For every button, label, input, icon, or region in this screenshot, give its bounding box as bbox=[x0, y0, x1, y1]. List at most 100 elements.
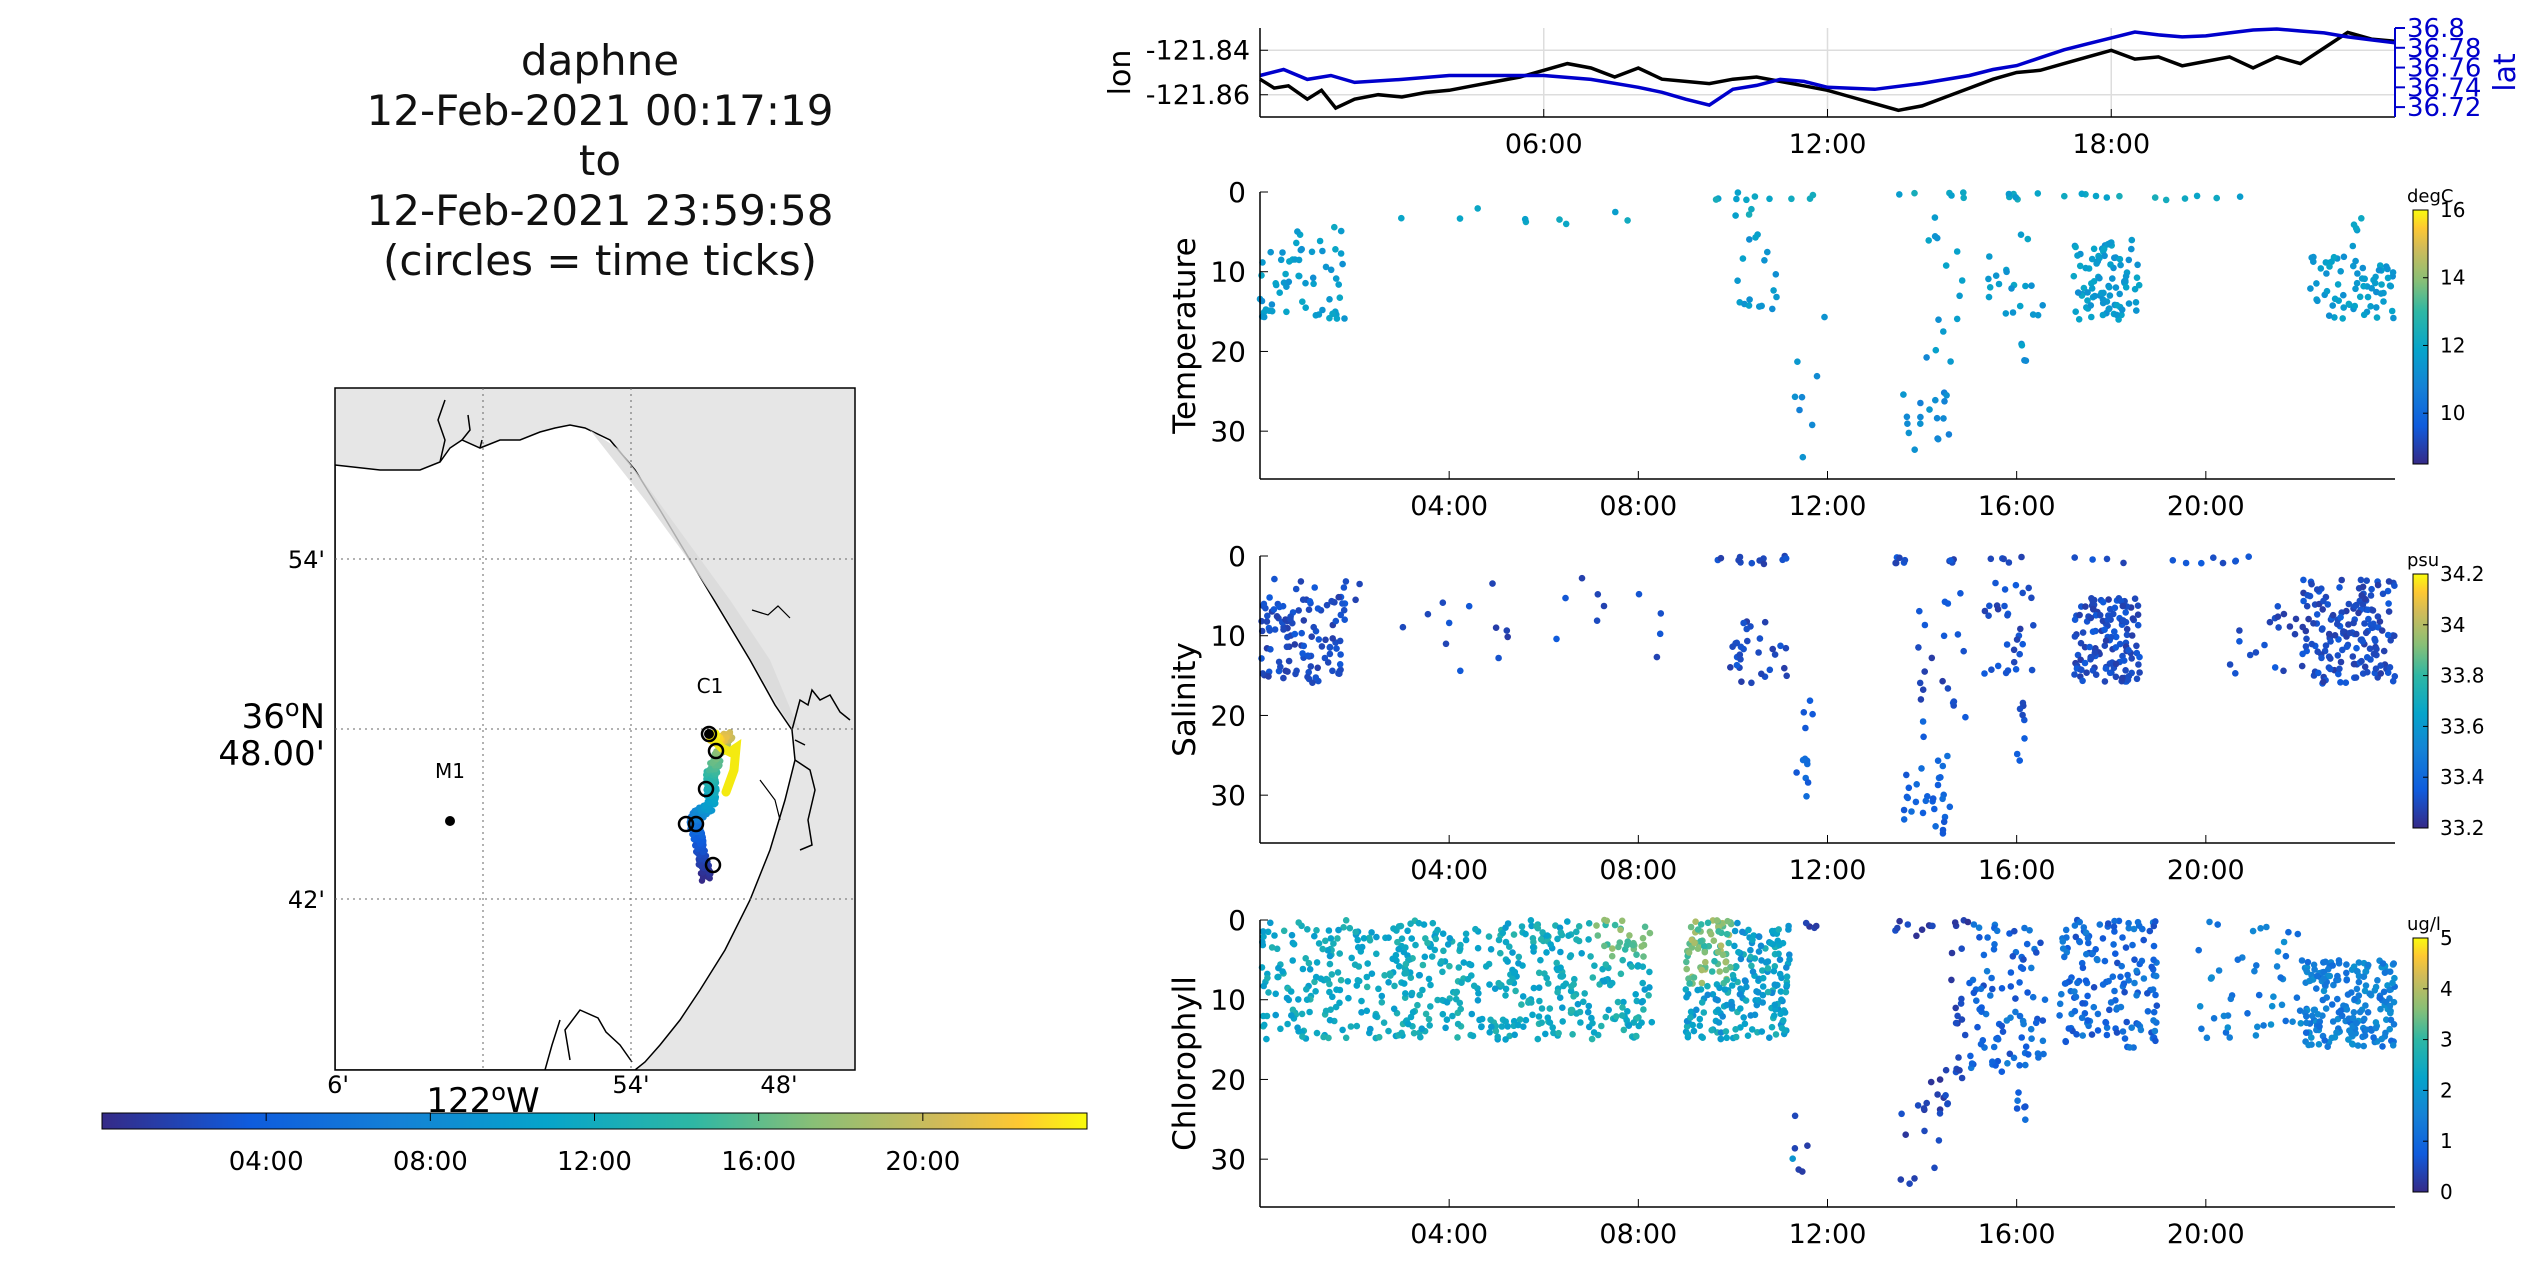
chl-data-point bbox=[1802, 919, 1810, 927]
chl-data-point bbox=[2022, 1061, 2029, 1069]
chl-data-point bbox=[1373, 950, 1380, 958]
chl-data-point bbox=[2328, 1034, 2336, 1042]
chl-data-point bbox=[2386, 1025, 2393, 1033]
sal-data-point bbox=[2076, 611, 2083, 619]
sal-data-point bbox=[1934, 757, 1942, 764]
chl-data-point bbox=[1687, 923, 1695, 931]
sal-data-point bbox=[2103, 555, 2111, 563]
sal-data-point bbox=[2364, 606, 2372, 614]
sal-data-point bbox=[2271, 664, 2279, 671]
temp-data-point bbox=[1798, 393, 1806, 401]
lat-tick-label: 36.72 bbox=[2407, 93, 2481, 123]
sal-data-point bbox=[2359, 638, 2367, 645]
temp-data-point bbox=[2090, 278, 2098, 285]
temp-data-point bbox=[2307, 285, 2314, 292]
chl-data-point bbox=[1722, 1028, 1730, 1035]
temp-data-point bbox=[2375, 266, 2383, 274]
map-lat-degree: 36oN bbox=[242, 694, 325, 737]
chl-data-point bbox=[1973, 997, 1980, 1004]
temp-data-point bbox=[2352, 257, 2359, 265]
chl-data-point bbox=[1260, 1012, 1267, 1020]
sal-data-point bbox=[1919, 718, 1927, 725]
chl-data-point bbox=[1632, 1032, 1640, 1040]
chl-data-point bbox=[1528, 922, 1535, 930]
chl-data-point bbox=[2274, 948, 2282, 955]
chl-data-point bbox=[1896, 917, 1903, 925]
chl-data-point bbox=[1395, 923, 1403, 930]
temp-data-point bbox=[1931, 233, 1939, 240]
chl-data-point bbox=[1545, 980, 1552, 987]
chl-data-point bbox=[2376, 994, 2383, 1002]
temp-data-point bbox=[1310, 280, 1317, 288]
chl-data-point bbox=[1799, 1168, 1806, 1175]
station-marker-m1 bbox=[445, 816, 455, 826]
sal-data-point bbox=[1328, 597, 1335, 605]
chl-data-point bbox=[1584, 1008, 1592, 1016]
sal-data-point bbox=[1309, 679, 1316, 686]
chl-data-point bbox=[1488, 1023, 1495, 1031]
chl-data-point bbox=[1936, 1110, 1944, 1117]
sal-data-point bbox=[2391, 582, 2398, 589]
chl-data-point bbox=[1439, 930, 1447, 937]
chl-data-point bbox=[1272, 990, 1279, 998]
chl-data-point bbox=[2313, 985, 2320, 992]
sal-data-point bbox=[1960, 647, 1967, 655]
chl-data-point bbox=[2071, 922, 2079, 929]
chl-data-point bbox=[1339, 1026, 1346, 1034]
temp-data-point bbox=[1295, 256, 1303, 264]
chl-data-point bbox=[1502, 985, 1510, 993]
chl-data-point bbox=[2003, 1017, 2011, 1024]
temp-data-point bbox=[1985, 293, 1993, 301]
chl-data-point bbox=[2277, 974, 2284, 981]
temp-data-point bbox=[2367, 303, 2374, 310]
chl-data-point bbox=[1697, 921, 1705, 928]
sal-data-point bbox=[2335, 670, 2342, 678]
chl-data-point bbox=[1486, 981, 1493, 988]
chl-data-point bbox=[2344, 991, 2352, 998]
chl-data-point bbox=[2085, 939, 2092, 947]
chl-data-point bbox=[2310, 1006, 2318, 1014]
sal-data-point bbox=[1259, 670, 1267, 677]
chl-data-point bbox=[2122, 944, 2130, 951]
sal-data-point bbox=[1340, 584, 1348, 591]
chl-data-point bbox=[1587, 953, 1594, 960]
chl-data-point bbox=[1710, 937, 1718, 944]
chl-data-point bbox=[1518, 923, 1526, 930]
chl-data-point bbox=[1789, 1155, 1796, 1162]
chl-data-point bbox=[1749, 936, 1756, 944]
chl-data-point bbox=[1466, 960, 1473, 968]
sal-data-point bbox=[1329, 635, 1336, 642]
temp-data-point bbox=[1521, 215, 1529, 223]
sal-data-point bbox=[1950, 698, 1958, 705]
chl-data-point bbox=[2285, 928, 2292, 936]
chl-data-point bbox=[1998, 1022, 2006, 1030]
chl-data-point bbox=[1617, 970, 1625, 978]
temp-data-point bbox=[2345, 300, 2353, 308]
chl-data-point bbox=[1410, 1029, 1418, 1037]
chl-data-point bbox=[1585, 936, 1592, 943]
chl-data-point bbox=[1716, 984, 1723, 992]
chl-data-point bbox=[1426, 1022, 1433, 1029]
chl-data-point bbox=[1646, 929, 1654, 937]
sal-data-point bbox=[2357, 576, 2365, 584]
chl-data-point bbox=[2324, 1043, 2331, 1050]
sal-data-point bbox=[1901, 556, 1909, 564]
chl-data-point bbox=[1611, 921, 1619, 929]
chl-data-point bbox=[1759, 967, 1766, 974]
chl-data-point bbox=[1407, 1013, 1415, 1021]
chl-data-point bbox=[2071, 988, 2078, 995]
chl-data-point bbox=[1440, 947, 1447, 955]
temp-data-point bbox=[2308, 254, 2315, 261]
chl-data-point bbox=[1977, 985, 1985, 993]
sal-data-point bbox=[1293, 667, 1300, 675]
sal-data-point bbox=[1981, 670, 1988, 677]
sal-data-point bbox=[2322, 642, 2330, 649]
sal-data-point bbox=[2099, 598, 2107, 606]
chl-data-point bbox=[1605, 1006, 1612, 1014]
chl-data-point bbox=[1428, 953, 1436, 960]
chl-data-point bbox=[1385, 979, 1392, 986]
chl-data-point bbox=[1698, 966, 1706, 974]
chl-data-point bbox=[1715, 928, 1722, 935]
sal-data-point bbox=[1308, 633, 1315, 640]
chl-data-point bbox=[1319, 945, 1326, 953]
